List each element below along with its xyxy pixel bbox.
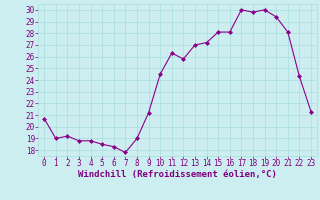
X-axis label: Windchill (Refroidissement éolien,°C): Windchill (Refroidissement éolien,°C) (78, 170, 277, 179)
